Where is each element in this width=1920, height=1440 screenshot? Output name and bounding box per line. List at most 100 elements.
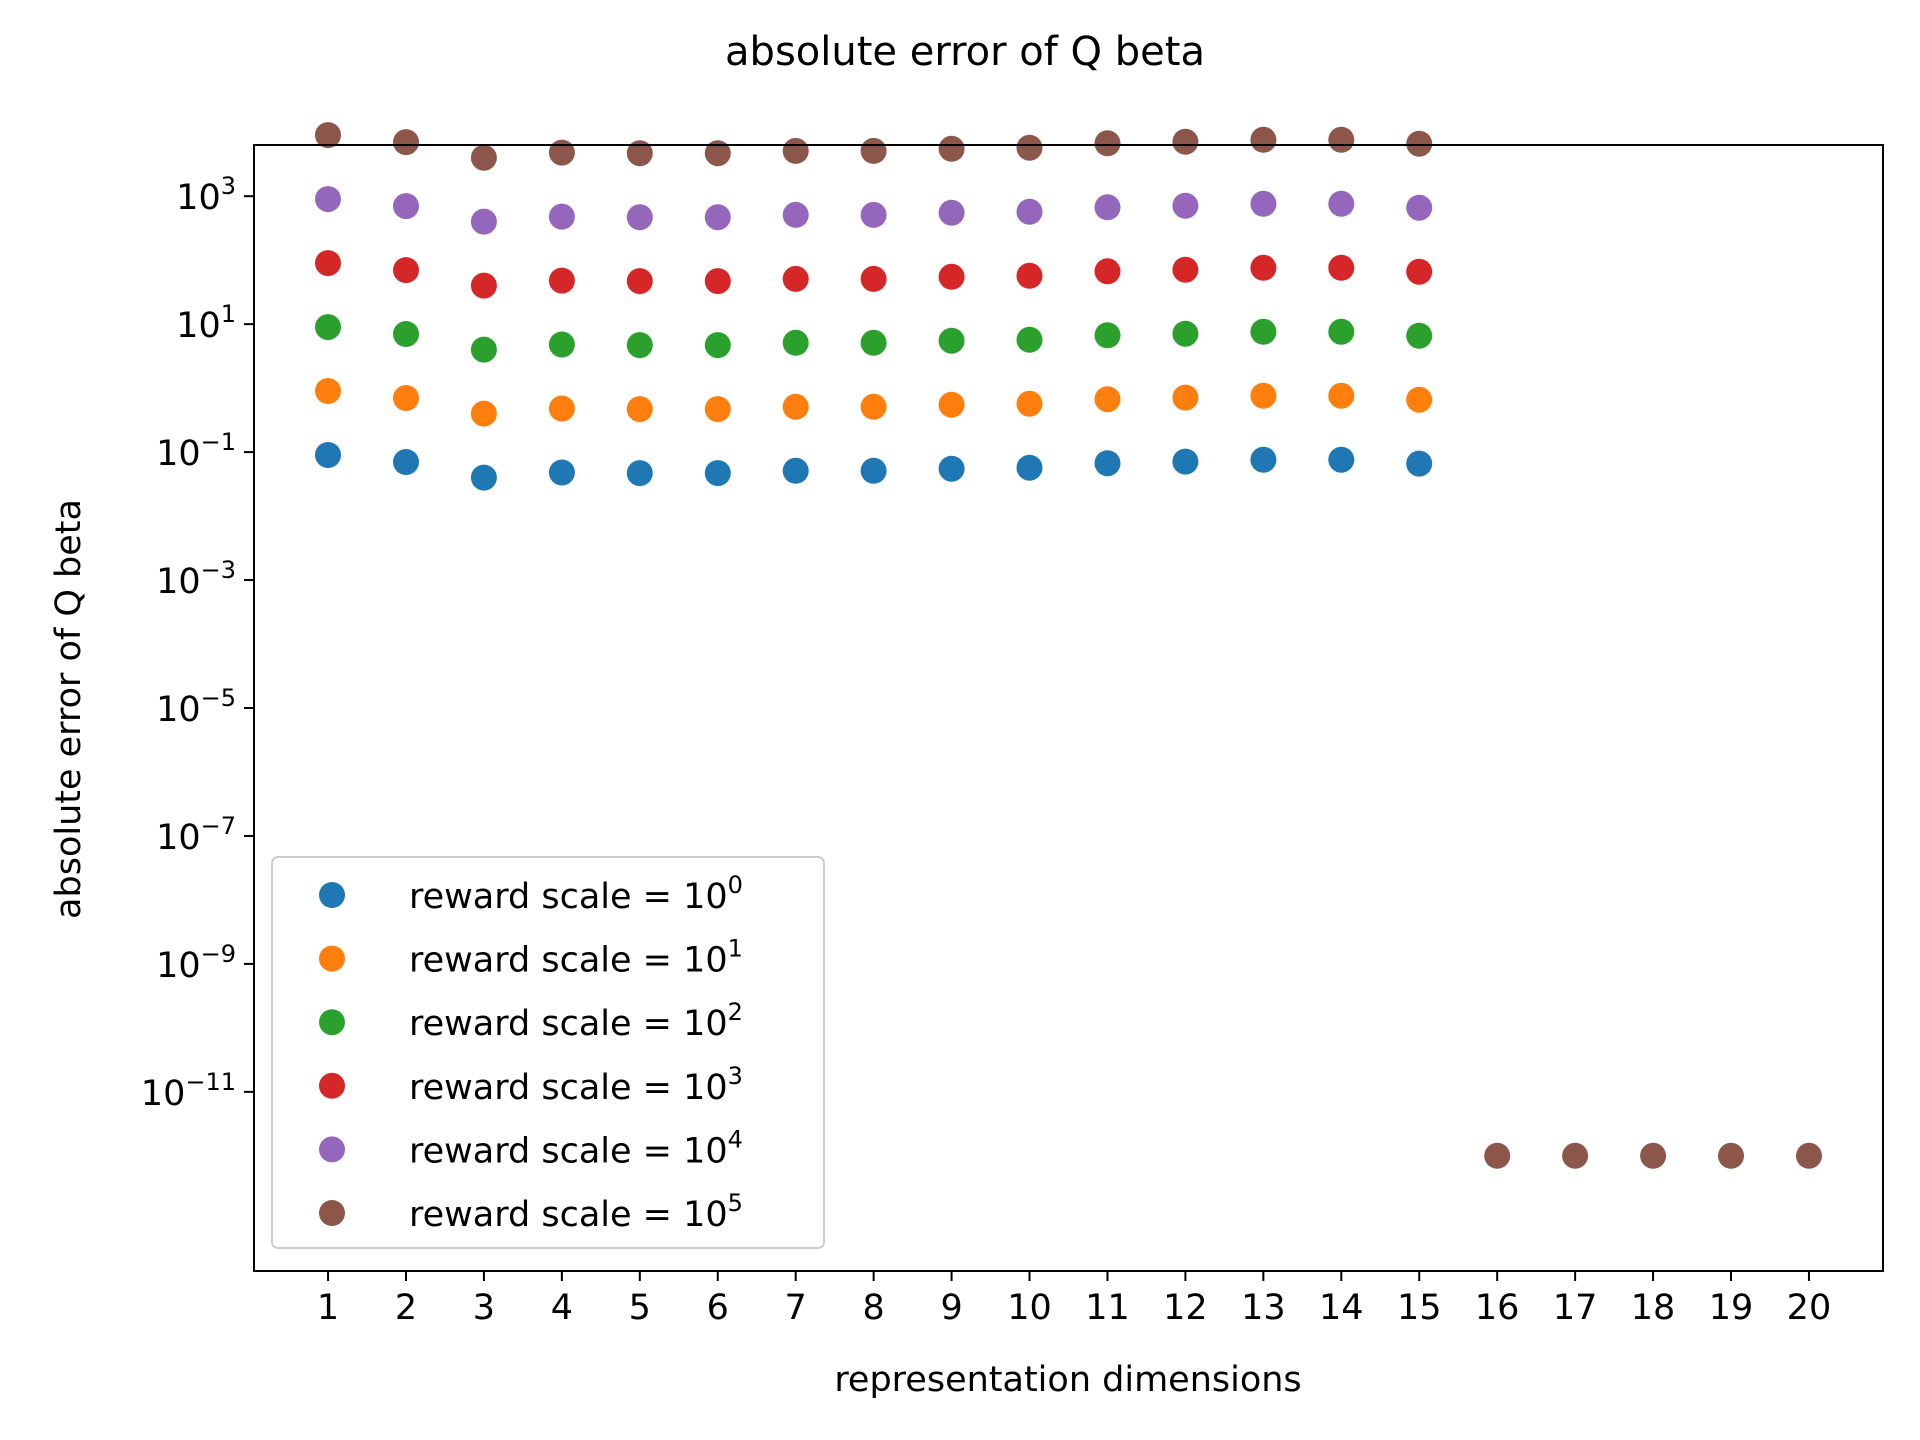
data-point	[1172, 192, 1199, 219]
data-point	[1172, 448, 1199, 475]
y-tick-label: 101	[176, 300, 236, 346]
x-tick-label: 17	[1553, 1288, 1598, 1328]
legend-box	[271, 856, 825, 1249]
x-tick-label: 5	[629, 1288, 651, 1328]
data-point	[1406, 386, 1433, 413]
data-point	[548, 395, 575, 422]
data-point	[782, 393, 809, 420]
data-point	[315, 378, 341, 404]
legend-label: reward scale = 104	[409, 1125, 743, 1171]
legend-label: reward scale = 101	[409, 935, 743, 981]
data-point	[315, 250, 341, 277]
data-point	[1328, 318, 1355, 345]
data-point	[1328, 254, 1355, 281]
data-point	[393, 321, 419, 347]
x-tick-label: 14	[1319, 1288, 1364, 1328]
data-point	[938, 263, 965, 290]
data-point	[315, 122, 341, 149]
data-point	[470, 336, 497, 363]
data-point	[1016, 454, 1043, 481]
data-point	[315, 442, 341, 468]
data-point	[704, 204, 731, 231]
y-tick-label: 10−1	[156, 428, 236, 474]
data-point	[1172, 128, 1199, 155]
data-point	[1406, 194, 1433, 221]
data-point	[1250, 446, 1277, 473]
data-point	[1094, 194, 1121, 221]
plot-marks	[315, 122, 1822, 1169]
x-tick-label: 13	[1241, 1288, 1286, 1328]
y-tick-label: 10−11	[141, 1068, 236, 1114]
x-axis-label: representation dimensions	[834, 1360, 1301, 1400]
legend-label: reward scale = 103	[409, 1062, 743, 1108]
data-point	[1250, 126, 1277, 153]
data-point	[1484, 1142, 1511, 1169]
x-tick-label: 11	[1085, 1288, 1130, 1328]
x-tick-label: 4	[551, 1288, 573, 1328]
x-tick-label: 10	[1007, 1288, 1052, 1328]
x-tick-label: 12	[1163, 1288, 1208, 1328]
data-point	[704, 268, 731, 295]
data-point	[1250, 318, 1277, 345]
data-point	[782, 137, 809, 164]
data-point	[393, 129, 419, 156]
data-point	[1094, 386, 1121, 413]
series-4	[315, 186, 1433, 235]
data-point	[626, 204, 653, 231]
data-point	[860, 393, 887, 420]
legend-marker	[319, 1200, 345, 1226]
data-point	[1406, 258, 1433, 285]
data-point	[1094, 130, 1121, 157]
data-point	[938, 327, 965, 354]
axes-ticks: 1 2 3 4 5 6 7 8 9 10 11 12 13 14 15 16 17 18 19 2010310110−…	[141, 172, 1831, 1328]
data-point	[1328, 382, 1355, 409]
data-point	[1094, 450, 1121, 477]
data-point	[938, 135, 965, 162]
legend-label: reward scale = 102	[409, 998, 743, 1044]
data-point	[1016, 198, 1043, 225]
x-tick-label: 8	[863, 1288, 885, 1328]
data-point	[1406, 450, 1433, 477]
x-tick-label: 18	[1631, 1288, 1676, 1328]
data-point	[470, 400, 497, 427]
data-point	[626, 140, 653, 167]
data-point	[782, 457, 809, 484]
x-tick-label: 19	[1709, 1288, 1754, 1328]
x-tick-label: 2	[395, 1288, 417, 1328]
data-point	[626, 332, 653, 359]
data-point	[860, 329, 887, 356]
data-point	[393, 193, 419, 220]
data-point	[1172, 384, 1199, 411]
data-point	[548, 203, 575, 230]
data-point	[626, 268, 653, 295]
data-point	[1406, 130, 1433, 157]
data-point	[1250, 382, 1277, 409]
y-tick-label: 10−5	[156, 684, 236, 730]
data-point	[704, 140, 731, 167]
legend-marker	[319, 1136, 345, 1163]
x-tick-label: 7	[785, 1288, 807, 1328]
x-tick-label: 1	[317, 1288, 339, 1328]
y-tick-label: 10−3	[156, 556, 236, 602]
data-point	[1328, 126, 1355, 153]
x-tick-label: 15	[1397, 1288, 1442, 1328]
data-point	[470, 144, 497, 171]
data-point	[393, 449, 419, 475]
data-point	[704, 396, 731, 423]
y-axis-label: absolute error of Q beta	[49, 499, 89, 919]
data-point	[1718, 1142, 1744, 1169]
data-point	[938, 391, 965, 418]
y-tick-label: 10−9	[156, 940, 236, 986]
data-point	[1796, 1142, 1822, 1169]
data-point	[1016, 326, 1043, 353]
x-tick-label: 3	[473, 1288, 495, 1328]
data-point	[1406, 322, 1433, 349]
data-point	[1172, 256, 1199, 283]
data-point	[938, 199, 965, 226]
x-tick-label: 20	[1787, 1288, 1832, 1328]
y-tick-label: 10−7	[156, 812, 236, 858]
data-point	[1562, 1142, 1589, 1169]
chart-title: absolute error of Q beta	[725, 29, 1205, 75]
data-point	[704, 460, 731, 487]
legend-marker	[319, 882, 345, 908]
